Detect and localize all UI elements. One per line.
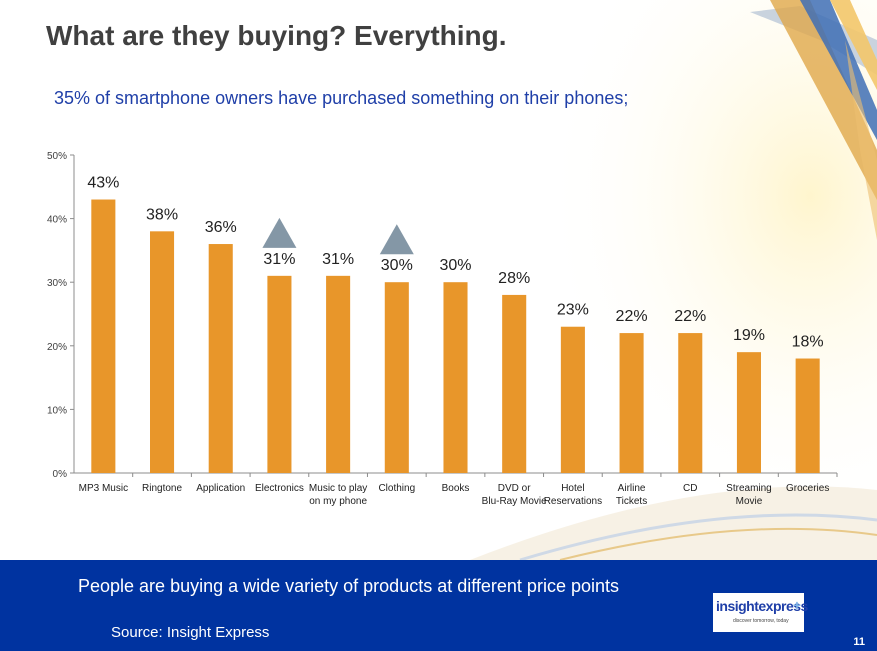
y-tick-label: 20% — [47, 342, 67, 353]
x-tick-label: MP3 Music — [79, 483, 128, 494]
bar — [208, 244, 233, 473]
x-tick-label: Airline Tickets — [616, 483, 647, 507]
data-label: 22% — [616, 308, 648, 325]
data-label: 31% — [322, 251, 354, 268]
source-note: Source: Insight Express — [111, 624, 270, 641]
data-label: 38% — [146, 206, 178, 223]
bar — [736, 352, 761, 473]
bar — [678, 333, 703, 473]
slide-title: What are they buying? Everything. — [46, 20, 507, 51]
x-tick-label: Music to play on my phone — [309, 483, 368, 507]
logo-name: insightexpress — [716, 598, 808, 614]
data-label: 28% — [498, 270, 530, 287]
logo-tagline: discover tomorrow, today — [733, 618, 789, 624]
bar — [443, 282, 468, 473]
insightexpress-logo: insightexpress + discover tomorrow, toda… — [713, 593, 808, 632]
data-label: 43% — [87, 175, 119, 192]
data-label: 22% — [674, 308, 706, 325]
bar — [150, 231, 175, 473]
bar — [560, 326, 585, 473]
x-tick-label: Electronics — [255, 483, 304, 494]
data-label: 19% — [733, 327, 765, 344]
y-tick-label: 30% — [47, 278, 67, 289]
bar — [384, 282, 409, 473]
logo-plus-icon: + — [792, 597, 801, 613]
x-tick-label: CD — [683, 483, 697, 494]
highlight-triangle-icon — [379, 224, 414, 255]
y-tick-label: 10% — [47, 405, 67, 416]
data-label: 30% — [381, 257, 413, 274]
bar — [619, 333, 644, 473]
data-label: 23% — [557, 302, 589, 319]
y-tick-label: 50% — [47, 151, 67, 162]
x-tick-label: Hotel Reservations — [544, 483, 602, 507]
x-tick-label: Ringtone — [142, 483, 182, 494]
footer-bar: People are buying a wide variety of prod… — [0, 560, 877, 651]
x-tick-label: Clothing — [378, 483, 415, 494]
x-tick-label: Books — [442, 483, 470, 494]
purchases-bar-chart: 0% 10% 20% 30% 40% 50% 43% MP3 Music 38% Ringtone… — [47, 151, 838, 507]
x-tick-label: DVD or Blu-Ray Movie — [482, 483, 547, 507]
highlight-triangle-icon — [262, 217, 297, 248]
x-tick-label: Application — [196, 483, 245, 494]
page-number: 11 — [853, 636, 865, 648]
bar — [326, 275, 351, 473]
footer-message: People are buying a wide variety of prod… — [78, 576, 619, 596]
data-label: 31% — [263, 251, 295, 268]
bar — [91, 199, 116, 473]
x-tick-label: Streaming Movie — [726, 483, 772, 507]
y-tick-label: 0% — [53, 469, 68, 480]
data-label: 18% — [792, 334, 824, 351]
bar — [502, 294, 527, 473]
bar — [795, 358, 820, 473]
data-label: 36% — [205, 219, 237, 236]
slide-subtitle: 35% of smartphone owners have purchased … — [54, 88, 629, 108]
y-tick-label: 40% — [47, 215, 67, 226]
data-label: 30% — [439, 257, 471, 274]
bar — [267, 275, 292, 473]
x-tick-label: Groceries — [786, 483, 829, 494]
